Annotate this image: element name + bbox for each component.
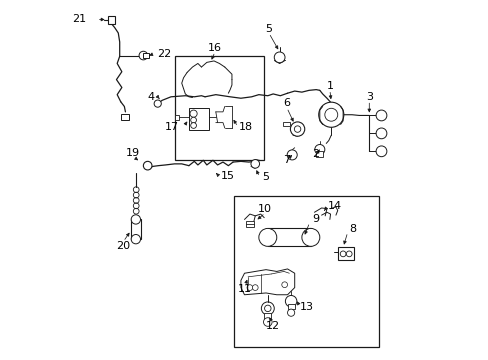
Bar: [131, 220, 140, 239]
Text: 3: 3: [365, 92, 372, 102]
Circle shape: [290, 122, 304, 136]
Text: 7: 7: [283, 155, 290, 165]
Text: 2: 2: [311, 149, 318, 159]
Circle shape: [131, 215, 140, 224]
Circle shape: [324, 108, 337, 121]
Text: 5: 5: [265, 24, 272, 35]
Circle shape: [340, 251, 346, 257]
Bar: [246, 221, 254, 226]
Circle shape: [246, 285, 252, 291]
Text: 4: 4: [147, 92, 154, 102]
Text: 14: 14: [327, 201, 341, 211]
Circle shape: [264, 305, 270, 312]
Bar: [287, 304, 294, 310]
Text: 21: 21: [72, 14, 86, 24]
Bar: [337, 247, 353, 260]
Bar: [233, 196, 378, 347]
Circle shape: [131, 234, 140, 244]
Text: 12: 12: [265, 321, 279, 331]
Text: 15: 15: [221, 171, 235, 181]
Text: 11: 11: [238, 284, 252, 294]
Circle shape: [139, 51, 147, 60]
Text: 9: 9: [311, 214, 318, 224]
Text: 6: 6: [283, 98, 290, 108]
Circle shape: [143, 161, 152, 170]
Text: 8: 8: [348, 225, 356, 234]
Circle shape: [190, 123, 196, 129]
Circle shape: [250, 159, 259, 168]
Circle shape: [263, 318, 271, 326]
Circle shape: [294, 126, 300, 132]
Bar: [143, 53, 149, 58]
Bar: [316, 151, 323, 157]
Circle shape: [252, 285, 258, 291]
Text: 19: 19: [126, 148, 140, 158]
Circle shape: [287, 309, 294, 316]
Bar: [121, 114, 128, 120]
Polygon shape: [241, 269, 294, 295]
Circle shape: [154, 100, 161, 107]
Bar: [174, 115, 179, 120]
Circle shape: [285, 296, 296, 307]
Circle shape: [190, 117, 196, 123]
Circle shape: [301, 228, 319, 246]
Text: 22: 22: [156, 49, 170, 59]
Circle shape: [346, 251, 351, 257]
Text: 16: 16: [208, 43, 222, 53]
Circle shape: [274, 52, 285, 63]
Circle shape: [258, 228, 276, 246]
Circle shape: [314, 144, 324, 154]
Bar: [283, 122, 289, 126]
Bar: [174, 56, 264, 160]
Text: 10: 10: [258, 204, 272, 215]
Circle shape: [375, 110, 386, 121]
Circle shape: [375, 146, 386, 157]
Text: 18: 18: [239, 122, 253, 132]
Circle shape: [375, 128, 386, 139]
Circle shape: [190, 110, 197, 117]
Text: 13: 13: [300, 302, 313, 312]
Text: 20: 20: [116, 241, 130, 251]
Text: 5: 5: [261, 172, 268, 182]
Bar: [107, 16, 115, 24]
Circle shape: [281, 282, 287, 288]
Circle shape: [318, 102, 343, 127]
Bar: [267, 228, 310, 246]
Circle shape: [261, 302, 274, 315]
Bar: [264, 313, 271, 319]
Text: 17: 17: [164, 122, 179, 132]
Bar: [188, 108, 208, 130]
Text: 1: 1: [325, 81, 333, 91]
Circle shape: [286, 150, 297, 160]
